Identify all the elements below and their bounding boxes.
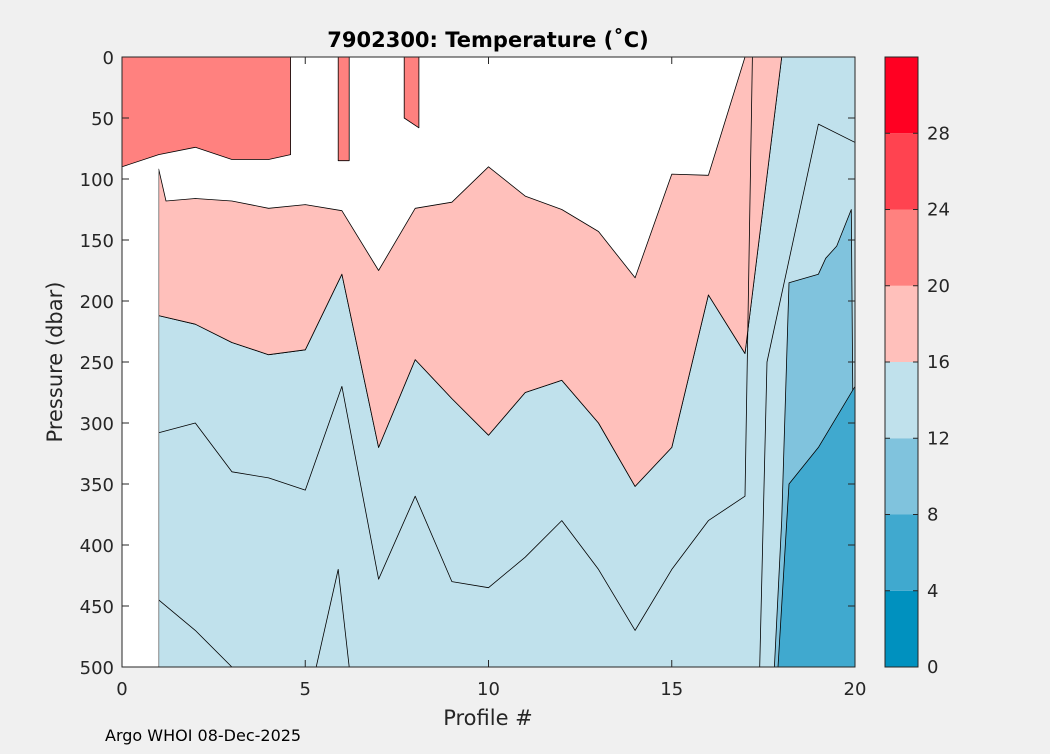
colorbar-segment xyxy=(885,438,918,515)
colorbar-tick-label: 4 xyxy=(927,581,938,602)
x-tick-label: 10 xyxy=(477,679,500,700)
contour-line-12-3 xyxy=(759,123,855,667)
contour-band-band-20-24-right xyxy=(403,57,420,129)
y-tick-label: 50 xyxy=(91,109,114,130)
y-axis-label: Pressure (dbar) xyxy=(43,282,67,443)
colorbar-segment xyxy=(885,514,918,591)
colorbar-tick-label: 0 xyxy=(927,657,938,678)
y-tick-label: 400 xyxy=(80,536,114,557)
caption: Argo WHOI 08-Dec-2025 xyxy=(105,726,301,745)
colorbar-segment xyxy=(885,57,918,134)
y-tick-label: 150 xyxy=(80,231,114,252)
colorbar-tick-label: 24 xyxy=(927,200,950,221)
x-tick-label: 20 xyxy=(844,679,867,700)
colorbar-tick-label: 20 xyxy=(927,276,950,297)
colorbar-segment xyxy=(885,285,918,362)
missing-data-region xyxy=(122,169,159,668)
contour-band-band-20-24-left xyxy=(122,57,292,168)
y-tick-label: 100 xyxy=(80,170,114,191)
colorbar-tick-label: 12 xyxy=(927,428,950,449)
y-tick-label: 450 xyxy=(80,597,114,618)
y-tick-label: 300 xyxy=(80,414,114,435)
colorbar-tick-label: 16 xyxy=(927,352,950,373)
contour-band-band-20-24-mid xyxy=(337,57,350,162)
y-tick-label: 500 xyxy=(80,658,114,679)
y-tick-label: 200 xyxy=(80,292,114,313)
y-tick-label: 0 xyxy=(103,48,114,69)
x-axis-label: Profile # xyxy=(443,706,533,730)
y-tick-label: 350 xyxy=(80,475,114,496)
contour-line-12-1 xyxy=(158,599,233,667)
x-tick-label: 15 xyxy=(660,679,683,700)
contour-band-band-16-20 xyxy=(158,57,783,487)
y-tick-label: 250 xyxy=(80,353,114,374)
colorbar-tick-label: 28 xyxy=(927,123,950,144)
colorbar-segment xyxy=(885,362,918,439)
x-tick-label: 5 xyxy=(300,679,311,700)
contour-band-band-4-8 xyxy=(777,385,855,667)
colorbar-segment xyxy=(885,133,918,210)
x-tick-label: 0 xyxy=(116,679,127,700)
chart-title: 7902300: Temperature (˚C) xyxy=(327,28,648,52)
colorbar-segment xyxy=(885,209,918,286)
contour-line-16-0 xyxy=(158,57,753,631)
colorbar-tick-label: 8 xyxy=(927,505,938,526)
colorbar-segment xyxy=(885,590,918,667)
contour-line-12-2 xyxy=(315,569,350,667)
